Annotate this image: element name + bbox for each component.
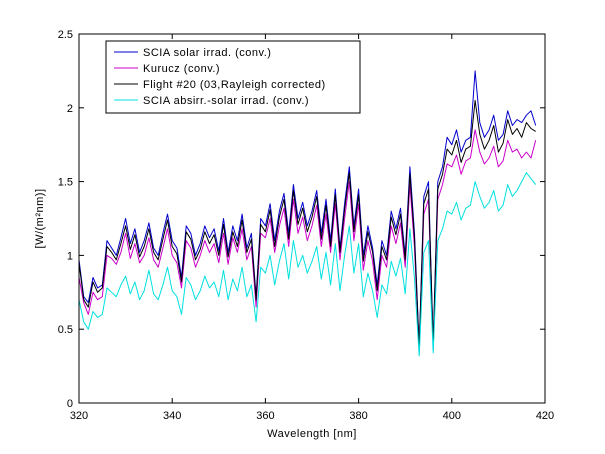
x-tick-label: 360 xyxy=(256,410,274,422)
x-axis-title: Wavelength [nm] xyxy=(267,428,357,440)
legend: SCIA solar irrad. (conv.) Kurucz (conv.) F… xyxy=(105,40,361,114)
x-tick-label: 400 xyxy=(443,410,461,422)
plot-frame xyxy=(78,33,546,404)
y-tick-label: 0 xyxy=(67,398,73,410)
ticks-layer: 320 340 360 380 400 420 0 0.5 1 1.5 2 2.5 xyxy=(58,29,554,422)
series-layer xyxy=(78,70,537,357)
legend-label-2: Flight #20 (03,Rayleigh corrected) xyxy=(143,79,326,91)
x-tick-label: 380 xyxy=(349,410,367,422)
y-tick-label: 0.5 xyxy=(58,324,73,336)
series-line-2 xyxy=(78,99,536,351)
y-axis-title: [W/(m²nm)] xyxy=(34,189,46,249)
x-tick-label: 420 xyxy=(536,410,554,422)
y-tick-label: 1 xyxy=(67,250,73,262)
legend-label-3: SCIA absirr.-solar irrad. (conv.) xyxy=(143,95,309,107)
y-tick-label: 2.5 xyxy=(58,29,73,41)
series-line-3 xyxy=(78,172,537,357)
y-tick-label: 1.5 xyxy=(58,177,73,189)
legend-label-0: SCIA solar irrad. (conv.) xyxy=(143,47,271,59)
series-line-1 xyxy=(78,129,537,354)
legend-label-1: Kurucz (conv.) xyxy=(143,63,220,75)
x-tick-label: 340 xyxy=(163,410,181,422)
legend-box xyxy=(105,40,361,114)
y-tick-label: 2 xyxy=(67,103,73,115)
x-tick-label: 320 xyxy=(70,410,88,422)
series-line-0 xyxy=(78,70,537,348)
